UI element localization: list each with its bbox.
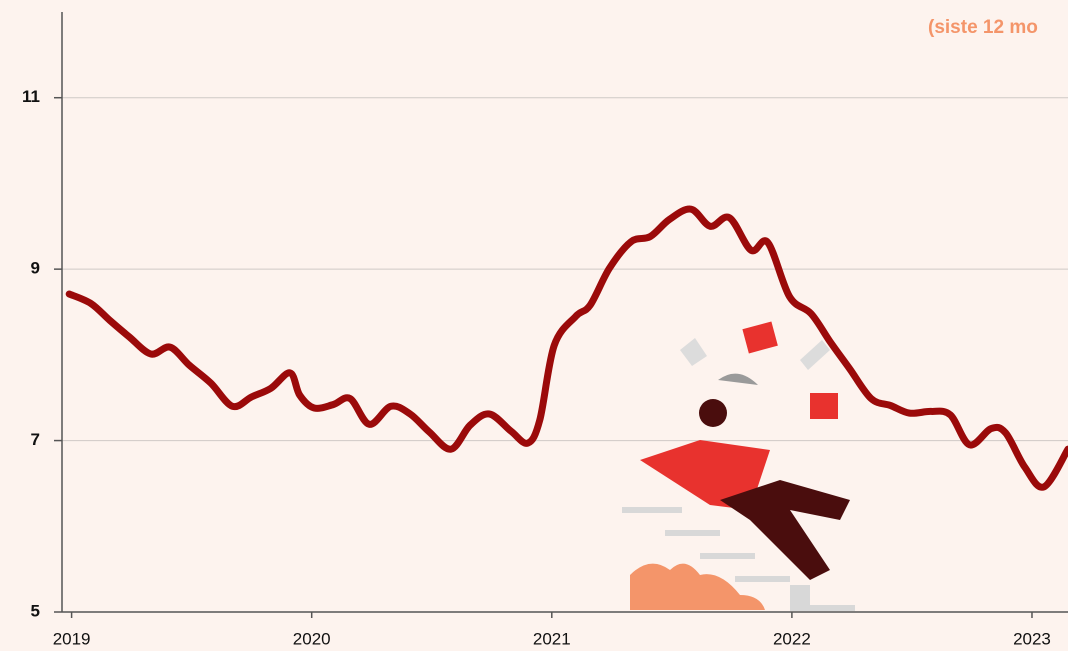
x-tick-label: 2020 [293,629,331,648]
x-tick-label: 2021 [533,629,571,648]
chart: (siste 12 mo 5 7 9 11 2019 2020 2021 2022 2023 [0,0,1068,651]
y-tick-label: 11 [22,87,40,106]
x-tick-label: 2019 [53,629,91,648]
y-tick-label: 9 [31,259,40,278]
x-tick-label: 2023 [1013,629,1051,648]
y-tick-label: 5 [31,601,40,620]
x-tick-label: 2022 [773,629,811,648]
page: {"chart_data": {"type": "line", "subtitl… [0,0,1068,651]
subtitle: (siste 12 mo [928,17,1038,38]
line-series [69,209,1068,487]
y-tick-label: 7 [31,430,40,449]
illustration [622,322,855,611]
